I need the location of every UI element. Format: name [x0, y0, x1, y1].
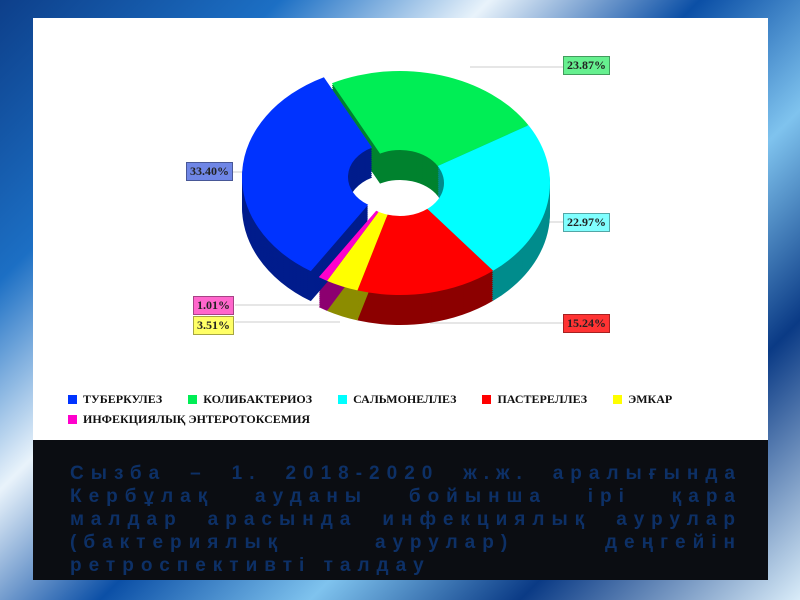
legend-label: САЛЬМОНЕЛЛЕЗ: [353, 392, 457, 406]
chart-legend: ТУБЕРКУЛЕЗ КОЛИБАКТЕРИОЗ САЛЬМОНЕЛЛЕЗ ПАСТЕ…: [68, 392, 768, 432]
legend-label: ТУБЕРКУЛЕЗ: [83, 392, 163, 406]
legend-label: ПАСТЕРЕЛЛЕЗ: [497, 392, 588, 406]
legend-swatch: [68, 415, 77, 424]
legend-item-pasteurellosis: ПАСТЕРЕЛЛЕЗ: [482, 392, 587, 407]
legend-item-colibacteriosis: КОЛИБАКТЕРИОЗ: [188, 392, 312, 407]
slice-tuberculosis[interactable]: [241, 77, 373, 272]
data-label-pasteurellosis: 15.24%: [563, 314, 610, 333]
legend-swatch: [613, 395, 623, 404]
legend-item-emkar: ЭМКАР: [613, 392, 672, 407]
legend-label: ЭМКАР: [628, 392, 673, 406]
legend-swatch: [188, 395, 198, 404]
slice-salmonellosis[interactable]: [427, 125, 551, 271]
figure-caption: Сызба – 1. 2018-2020 ж.ж. аралығында Кер…: [70, 463, 742, 576]
slice-pasteurellosis[interactable]: [357, 208, 494, 295]
legend-item-enterotoxemia: ИНФЕКЦИЯЛЫҚ ЭНТЕРОТОКСЕМИЯ: [68, 412, 310, 427]
leader-lines: [228, 66, 563, 324]
data-label-salmonellosis: 22.97%: [563, 213, 610, 232]
legend-item-tuberculosis: ТУБЕРКУЛЕЗ: [68, 392, 162, 407]
slice-colibacteriosis[interactable]: [331, 71, 529, 166]
legend-item-salmonellosis: САЛЬМОНЕЛЛЕЗ: [338, 392, 456, 407]
legend-label: ИНФЕКЦИЯЛЫҚ ЭНТЕРОТОКСЕМИЯ: [83, 412, 311, 426]
data-label-enterotoxemia: 1.01%: [193, 296, 234, 315]
slice-enterotoxemia[interactable]: [318, 210, 379, 281]
legend-swatch: [68, 395, 77, 404]
legend-swatch: [482, 395, 492, 404]
data-label-emkar: 3.51%: [193, 316, 234, 335]
legend-swatch: [338, 395, 348, 404]
slice-emkar[interactable]: [326, 211, 388, 291]
data-label-tuberculosis: 33.40%: [186, 162, 233, 181]
legend-label: КОЛИБАКТЕРИОЗ: [203, 392, 313, 406]
data-label-colibacteriosis: 23.87%: [563, 56, 610, 75]
